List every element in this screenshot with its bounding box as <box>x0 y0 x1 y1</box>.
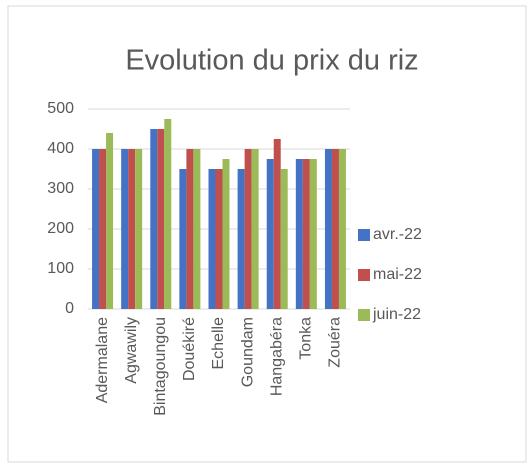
bar <box>266 159 274 309</box>
bar <box>222 159 230 309</box>
bar <box>179 169 187 309</box>
bar <box>215 169 223 309</box>
bar <box>208 169 216 309</box>
y-tick-label: 500 <box>47 100 74 117</box>
bar <box>193 149 201 309</box>
bar <box>324 149 332 309</box>
bar <box>302 159 310 309</box>
x-tick-label: Douékiré <box>181 317 198 381</box>
legend-label: mai-22 <box>373 266 422 283</box>
legend-swatch <box>358 269 370 281</box>
bar <box>251 149 259 309</box>
x-tick-label: Agwawily <box>123 317 140 384</box>
x-tick-label: Goundam <box>239 317 256 387</box>
bar <box>150 129 158 309</box>
bar <box>331 149 339 309</box>
x-tick-label: Bintagoungou <box>152 317 169 416</box>
bar <box>309 159 317 309</box>
bar <box>273 139 281 309</box>
bar <box>128 149 136 309</box>
legend-swatch <box>358 309 370 321</box>
bar <box>280 169 288 309</box>
x-tick-label: Adermalane <box>94 317 111 403</box>
bar <box>244 149 252 309</box>
x-tick-label: Hangabéra <box>268 317 285 396</box>
bar <box>338 149 346 309</box>
y-tick-label: 300 <box>47 180 74 197</box>
x-tick-label: Echelle <box>210 317 227 370</box>
bar <box>237 169 245 309</box>
y-tick-label: 0 <box>65 300 74 317</box>
y-tick-label: 400 <box>47 140 74 157</box>
bar <box>92 149 100 309</box>
bar <box>99 149 107 309</box>
legend-label: juin-22 <box>372 306 421 323</box>
bar <box>121 149 129 309</box>
x-tick-label: Tonka <box>298 317 315 360</box>
legend-swatch <box>358 229 370 241</box>
bar <box>106 133 114 309</box>
chart-title: Evolution du prix du riz <box>125 45 418 77</box>
bar <box>295 159 303 309</box>
bar <box>186 149 194 309</box>
y-tick-label: 100 <box>47 260 74 277</box>
bar <box>164 119 172 309</box>
y-tick-label: 200 <box>47 220 74 237</box>
legend-label: avr.-22 <box>373 226 422 243</box>
bar <box>157 129 165 309</box>
bar <box>135 149 143 309</box>
x-tick-label: Zouéra <box>327 317 344 368</box>
